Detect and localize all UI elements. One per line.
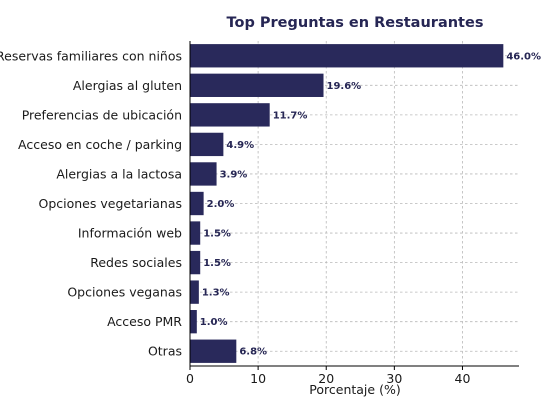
bar <box>190 162 217 186</box>
data-label: 19.6% <box>327 81 362 92</box>
data-label: 2.0% <box>207 199 235 210</box>
category-label: Alergias a la lactosa <box>56 166 182 181</box>
data-label: 4.9% <box>226 140 254 151</box>
chart-title: Top Preguntas en Restaurantes <box>227 15 484 31</box>
bar <box>190 221 201 245</box>
data-label: 1.0% <box>200 317 228 328</box>
category-label: Redes sociales <box>90 255 182 270</box>
category-label: Reservas familiares con niños <box>0 48 182 63</box>
x-axis-title: Porcentaje (%) <box>309 382 400 397</box>
data-label: 11.7% <box>273 110 308 121</box>
category-label: Otras <box>148 344 182 359</box>
category-label: Información web <box>78 226 182 241</box>
data-label: 3.9% <box>220 169 248 180</box>
bar <box>190 132 224 157</box>
category-label: Alergias al gluten <box>73 78 182 93</box>
data-label: 46.0% <box>506 51 541 62</box>
data-labels: 46.0% 19.6% 11.7% 4.9% 3.9% 2.0% 1.5% 1.5% 1.3% 1… <box>200 51 541 357</box>
category-label: Preferencias de ubicación <box>22 107 182 122</box>
bar <box>190 44 504 68</box>
category-label: Acceso en coche / parking <box>18 137 182 152</box>
x-tick-label: 40 <box>455 371 471 386</box>
x-tick-label: 30 <box>386 371 402 386</box>
bar <box>190 280 199 304</box>
bar <box>190 191 204 216</box>
category-label: Opciones veganas <box>67 285 182 300</box>
bar <box>190 73 324 97</box>
x-tick-label: 10 <box>250 371 266 386</box>
category-labels: Reservas familiares con niños Alergias al… <box>0 48 182 358</box>
data-label: 1.3% <box>202 288 230 299</box>
data-label: 1.5% <box>203 258 231 269</box>
x-tick-label: 20 <box>318 371 334 386</box>
bar <box>190 103 270 127</box>
category-label: Acceso PMR <box>107 314 182 329</box>
data-label: 6.8% <box>239 347 267 358</box>
data-label: 1.5% <box>203 229 231 240</box>
bars <box>190 44 504 363</box>
category-label: Opciones vegetarianas <box>38 196 182 211</box>
bar <box>190 339 237 363</box>
bar <box>190 310 197 334</box>
axes: 0 10 20 30 40 <box>186 41 519 386</box>
bar <box>190 250 201 275</box>
x-tick-label: 0 <box>186 371 194 386</box>
